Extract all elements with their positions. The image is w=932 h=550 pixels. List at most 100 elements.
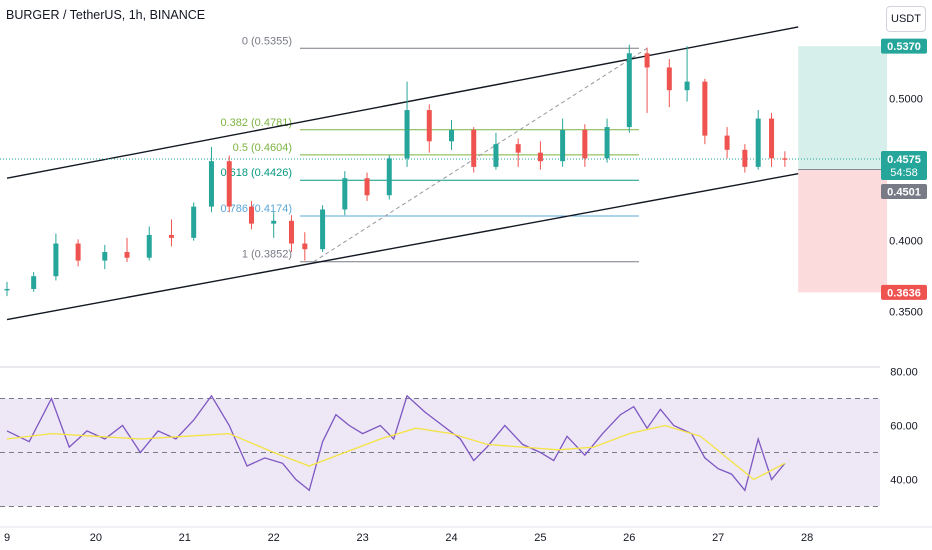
candle-body	[626, 53, 632, 128]
fib-trendline	[313, 47, 648, 263]
candle-body	[702, 81, 708, 136]
countdown-text: 54:58	[890, 167, 918, 179]
candle	[755, 110, 761, 170]
entry-price-text: 0.4501	[887, 187, 921, 199]
candle-body	[742, 149, 748, 167]
candle	[226, 155, 232, 213]
candle-body	[769, 118, 775, 159]
candle	[271, 212, 277, 238]
price-tick-label: 0.5000	[889, 94, 923, 106]
candle-body	[782, 158, 788, 160]
candle	[75, 239, 81, 267]
loss-zone	[798, 169, 888, 293]
candle	[702, 78, 708, 145]
stop-price-badge: 0.3636	[881, 284, 927, 300]
candle	[449, 120, 454, 150]
candle-body	[146, 235, 152, 258]
candle	[604, 118, 610, 163]
candle	[302, 232, 308, 261]
target-price-text: 0.5370	[887, 41, 921, 53]
time-tick-label: 22	[268, 532, 280, 544]
candle	[626, 44, 632, 133]
candle-body	[404, 110, 410, 159]
time-tick-label: 24	[445, 532, 457, 544]
candle-body	[248, 206, 254, 224]
rsi-tick-label: 60.00	[890, 421, 918, 433]
fib-level-label: 0.786 (0.4174)	[220, 203, 292, 215]
candle	[342, 171, 348, 216]
candle-body	[449, 129, 454, 142]
candle-body	[582, 129, 588, 159]
candle-body	[342, 178, 348, 210]
candle-body	[666, 67, 672, 91]
candle	[31, 271, 37, 292]
candle-body	[288, 220, 294, 244]
candle	[386, 155, 392, 200]
candle	[560, 118, 566, 167]
fib-level-label: 0.382 (0.4781)	[220, 117, 292, 129]
candle	[684, 46, 690, 102]
candle-body	[684, 81, 690, 91]
candle-body	[364, 178, 370, 196]
stop-price-badge-bg	[881, 284, 927, 300]
candle-body	[515, 144, 521, 153]
candle-body	[302, 243, 308, 250]
entry-price-badge-bg	[881, 184, 927, 200]
fib-level-label: 0.5 (0.4604)	[233, 142, 292, 154]
current-price-text: 0.4575	[887, 154, 921, 166]
candle	[666, 58, 672, 108]
candle	[724, 127, 730, 159]
candle	[782, 151, 788, 167]
profit-zone	[798, 46, 888, 170]
stop-price-text: 0.3636	[887, 287, 921, 299]
rsi-pane	[0, 394, 880, 507]
candle-body	[537, 152, 543, 162]
candle-body	[560, 129, 566, 162]
time-tick-label: 20	[90, 532, 102, 544]
candle	[769, 112, 775, 167]
time-tick-label: 23	[356, 532, 368, 544]
candle	[168, 219, 174, 247]
candle-body	[4, 288, 10, 291]
candle-body	[755, 118, 761, 167]
candle	[537, 141, 543, 170]
time-tick-label: 9	[4, 532, 10, 544]
candle	[4, 281, 10, 297]
candle-body	[644, 53, 650, 68]
candle-body	[75, 243, 81, 261]
candle	[248, 200, 254, 230]
target-price-badge-bg	[881, 38, 927, 54]
price-tick-label: 0.4000	[889, 236, 923, 248]
fib-level-label: 1 (0.3852)	[242, 249, 292, 261]
price-pane: 0 (0.5355) 0.382 (0.4781) 0.5 (0.4604) 0.61…	[0, 26, 888, 321]
candle-body	[226, 161, 232, 207]
fib-level-label: 0 (0.5355)	[242, 35, 292, 47]
time-tick-label: 28	[801, 532, 813, 544]
candle-body	[102, 252, 108, 261]
candle-body	[386, 158, 392, 196]
candle-body	[168, 235, 174, 238]
time-tick-label: 27	[712, 532, 724, 544]
candle	[53, 233, 59, 281]
candle	[320, 205, 326, 253]
candle	[742, 144, 748, 173]
candle	[364, 172, 370, 201]
fib-level-label: 0.618 (0.4426)	[220, 167, 292, 179]
candle-body	[426, 110, 432, 142]
candle-body	[320, 209, 326, 250]
time-tick-label: 26	[623, 532, 635, 544]
candle-body	[604, 127, 610, 159]
candle	[515, 138, 521, 167]
entry-price-badge: 0.4501	[881, 184, 927, 200]
candle-body	[471, 129, 477, 167]
channel-upper-line	[6, 26, 799, 179]
rsi-ma-line	[6, 424, 786, 481]
candle	[644, 47, 650, 113]
currency-unit-button[interactable]: USDT	[886, 6, 926, 32]
time-tick-label: 25	[534, 532, 546, 544]
symbol-title: BURGER / TetherUS, 1h, BINANCE	[6, 8, 206, 22]
candle	[426, 104, 432, 153]
candle	[191, 202, 197, 241]
